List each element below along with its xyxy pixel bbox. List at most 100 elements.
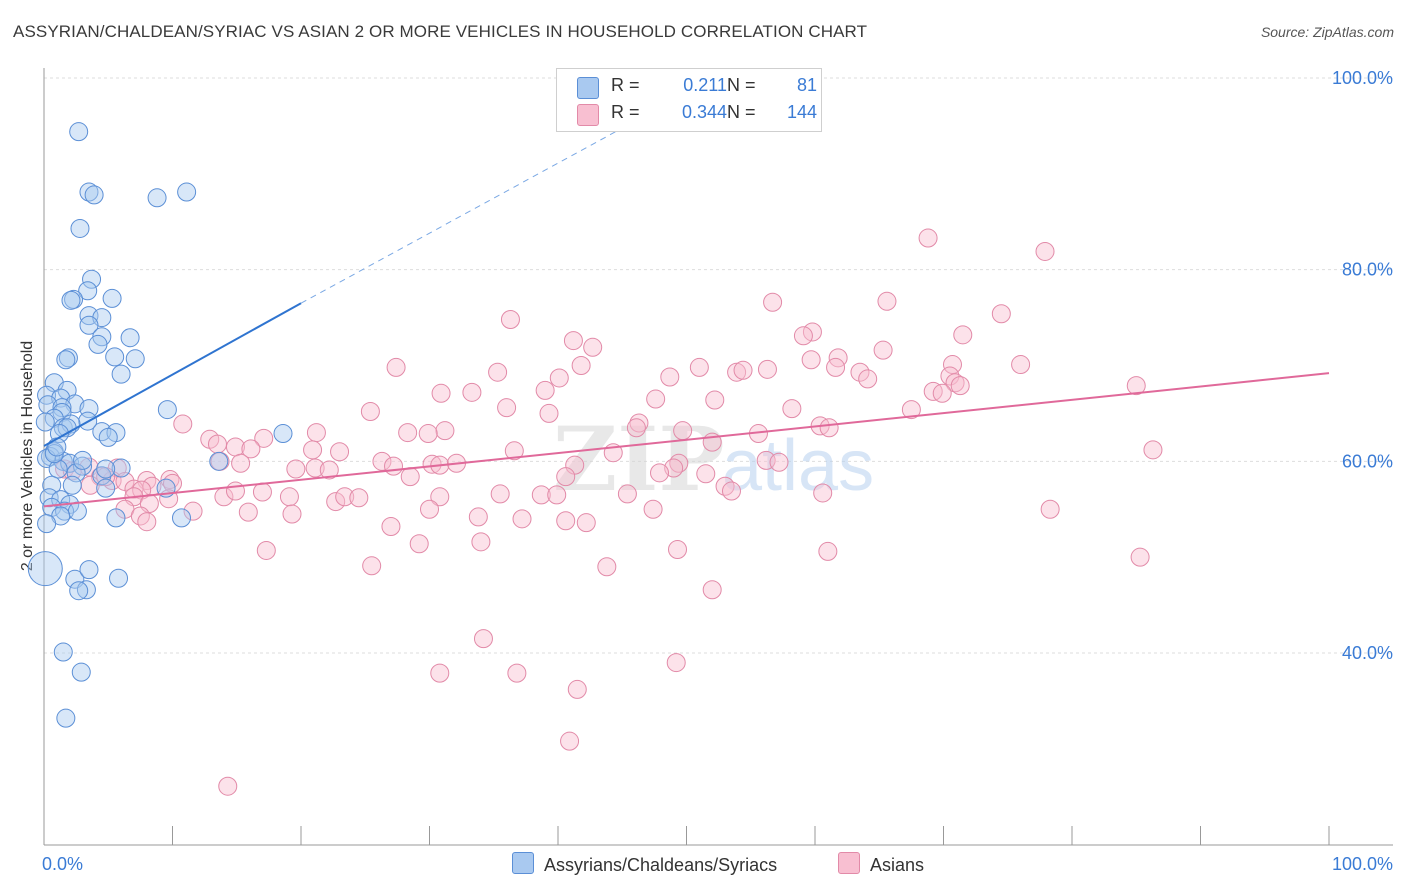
asians-point: [1143, 440, 1163, 460]
asians-point: [567, 679, 587, 699]
asians-point: [512, 509, 532, 529]
asians-point: [950, 376, 970, 396]
assyrians-point: [66, 463, 86, 483]
asians-point: [702, 580, 722, 600]
assyrians-trend-extension: [300, 110, 655, 304]
chart-source: Source: ZipAtlas.com: [1260, 24, 1394, 40]
assyrians-point: [61, 290, 81, 310]
assyrians-point: [53, 642, 73, 662]
assyrians-point: [273, 424, 293, 444]
bottom-legend-label-asians: Asians: [870, 855, 925, 875]
legend-n-label: N =: [727, 102, 756, 122]
asians-point: [381, 517, 401, 536]
asians-point: [560, 731, 580, 751]
assyrians-point: [209, 451, 229, 471]
asians-point: [305, 458, 325, 478]
asians-point: [398, 423, 418, 443]
asians-point: [400, 467, 420, 487]
assyrians-point: [78, 281, 98, 301]
asians-point: [360, 402, 380, 421]
bottom-legend-label-assyrians: Assyrians/Chaldeans/Syriacs: [544, 855, 778, 875]
asians-point: [583, 337, 603, 357]
asians-point: [218, 776, 238, 796]
asians-point: [801, 350, 821, 370]
asians-point: [430, 663, 450, 683]
assyrians-point: [60, 453, 80, 473]
asians-point: [241, 439, 261, 459]
assyrians-point: [52, 398, 72, 418]
axis-layer: [43, 68, 1393, 846]
asians-point: [650, 463, 670, 483]
asians-trend-line: [43, 372, 1330, 508]
asians-point: [576, 513, 596, 533]
asians-point: [901, 400, 921, 420]
asians-point: [942, 355, 962, 375]
assyrians-point: [157, 400, 177, 420]
x-tick-label: 100.0%: [1332, 854, 1393, 874]
assyrians-point: [71, 662, 91, 682]
assyrians-point: [79, 182, 99, 202]
asians-point: [173, 414, 193, 434]
asians-points: [55, 228, 1163, 796]
asians-point: [991, 304, 1011, 324]
tick-label-layer: 40.0% 60.0% 80.0% 100.0% 0.0% 100.0%: [42, 68, 1393, 874]
asians-point: [488, 362, 508, 382]
asians-point: [705, 390, 725, 410]
assyrians-trend-line: [43, 302, 302, 447]
assyrians-point: [96, 478, 116, 498]
legend-r-value: 0.344: [681, 102, 727, 122]
watermark-atlas: atlas: [722, 426, 874, 506]
asians-point: [303, 440, 323, 460]
assyrians-point: [76, 580, 96, 600]
asians-point: [660, 367, 680, 387]
asians-point: [1040, 499, 1060, 519]
asians-point: [500, 310, 520, 329]
asians-point: [793, 326, 813, 346]
asians-point: [286, 459, 306, 479]
assyrians-point: [102, 288, 122, 308]
asians-point: [826, 357, 846, 377]
asians-point: [473, 629, 493, 649]
asians-point: [539, 403, 559, 423]
assyrians-point: [111, 458, 131, 478]
assyrians-point: [109, 568, 129, 588]
assyrians-point: [47, 437, 67, 457]
grid-layer: [44, 77, 1393, 654]
legend-n-value: 81: [796, 75, 817, 95]
asians-point: [858, 369, 878, 389]
asians-point: [326, 492, 346, 512]
asians-point: [504, 441, 524, 461]
asians-point: [137, 512, 157, 532]
asians-point: [696, 464, 716, 484]
assyrians-point: [79, 315, 99, 335]
asians-point: [435, 421, 455, 441]
asians-point: [721, 481, 741, 501]
asians-point: [420, 499, 439, 519]
assyrians-point: [37, 385, 57, 405]
asians-point: [225, 481, 245, 501]
asians-point: [254, 428, 274, 448]
asians-point: [335, 487, 355, 507]
y-tick-label: 40.0%: [1342, 643, 1393, 663]
assyrians-point: [58, 348, 78, 368]
assyrians-point: [98, 427, 118, 447]
asians-point: [507, 663, 527, 683]
asians-point: [563, 331, 583, 351]
asians-point: [306, 423, 326, 443]
assyrians-point: [82, 269, 102, 289]
assyrians-point: [35, 412, 55, 432]
y-tick-label: 100.0%: [1332, 68, 1393, 88]
assyrians-point: [125, 349, 145, 369]
asians-point: [664, 458, 684, 478]
assyrians-point: [177, 182, 197, 202]
asians-point: [646, 389, 666, 409]
assyrians-point: [147, 188, 167, 208]
asians-point: [183, 501, 203, 521]
asians-point: [819, 418, 839, 438]
asians-point: [409, 534, 429, 554]
asians-point: [626, 418, 646, 438]
asians-point: [727, 362, 747, 382]
legend-n-value: 144: [786, 102, 817, 122]
bottom-legend-asians: Asians: [838, 852, 924, 876]
